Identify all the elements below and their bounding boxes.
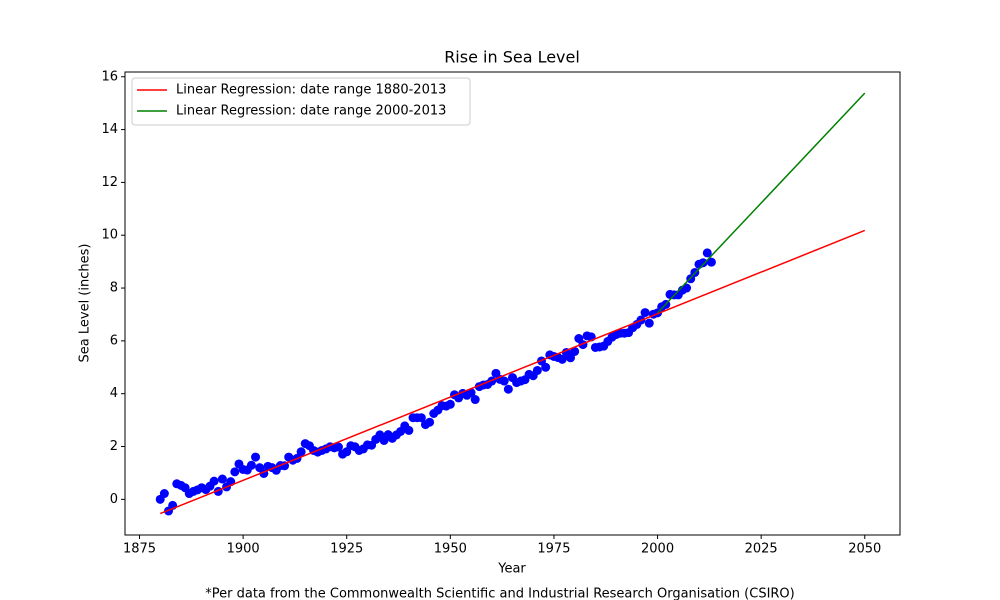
regression-line (657, 92, 866, 314)
x-axis-label: Year (497, 562, 526, 577)
y-tick-label: 12 (101, 175, 118, 190)
y-tick-label: 8 (110, 281, 118, 296)
point (557, 354, 567, 364)
y-tick-label: 6 (110, 333, 118, 348)
point (416, 413, 426, 423)
legend-label: Linear Regression: date range 1880-2013 (176, 83, 446, 98)
point (445, 399, 455, 409)
y-tick-label: 10 (101, 228, 118, 243)
y-tick-label: 2 (110, 439, 118, 454)
point (532, 365, 542, 375)
x-tick-label: 2025 (745, 542, 778, 557)
point (209, 476, 219, 486)
point (499, 376, 509, 386)
x-tick-label: 1950 (434, 542, 467, 557)
y-tick-label: 16 (101, 69, 118, 84)
chart-title: Rise in Sea Level (444, 48, 580, 67)
point (503, 384, 513, 394)
y-tick-label: 4 (110, 386, 118, 401)
point (541, 362, 551, 372)
plot-frame (124, 71, 901, 536)
x-tick-label: 1875 (123, 542, 156, 557)
legend-box (131, 77, 471, 126)
point (404, 425, 414, 435)
point (682, 283, 692, 293)
legend-label: Linear Regression: date range 2000-2013 (176, 104, 446, 119)
point (640, 308, 650, 318)
point (566, 353, 576, 363)
point (296, 447, 306, 457)
y-axis-label: Sea Level (inches) (78, 244, 93, 363)
point (246, 460, 256, 470)
x-tick-label: 2000 (641, 542, 674, 557)
point (470, 395, 480, 405)
point (217, 474, 227, 484)
point (425, 417, 435, 427)
point (230, 467, 240, 477)
x-tick-label: 2050 (848, 542, 881, 557)
regression-line (159, 229, 866, 515)
x-tick-label: 1975 (537, 542, 570, 557)
point (702, 248, 712, 258)
y-tick-label: 0 (110, 492, 118, 507)
point (280, 461, 290, 471)
point (706, 257, 716, 267)
footnote: *Per data from the Commonwealth Scientif… (205, 587, 795, 600)
x-tick-label: 1925 (330, 542, 363, 557)
point (251, 452, 261, 462)
legend: Linear Regression: date range 1880-2013 L… (131, 77, 471, 126)
y-tick-label: 14 (101, 122, 118, 137)
point (159, 489, 169, 499)
x-tick-label: 1900 (227, 542, 260, 557)
point (570, 346, 580, 356)
point (333, 442, 343, 452)
point (644, 318, 654, 328)
point (698, 258, 708, 268)
